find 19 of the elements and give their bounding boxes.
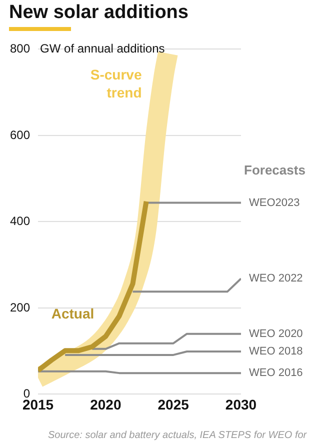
y-tick-label: 600 [10,128,30,142]
y-tick-label: 800 [10,42,30,56]
series-label: S-curve trend [90,66,142,100]
y-tick-label: 400 [10,214,30,228]
x-tick-label: 2030 [225,396,257,412]
y-axis-title: GW of annual additions [40,42,165,56]
x-tick-label: 2025 [158,396,190,412]
series-label: WEO 2020 [249,328,303,340]
source-note: Source: solar and battery actuals, IEA STEPS for WEO for [48,430,308,441]
series-label: WEO 2016 [249,367,303,380]
x-tick-label: 2020 [90,396,122,412]
series-label: Actual [51,306,94,322]
y-tick-label: 200 [10,300,30,314]
chart-title: New solar additions [9,2,188,24]
series-label: WEO 2022 [249,272,303,285]
series-label: WEO2023 [249,196,300,209]
y-tick-label: 0 [23,386,30,401]
text: Forecasts [244,162,306,178]
series-label: WEO 2018 [249,346,303,358]
